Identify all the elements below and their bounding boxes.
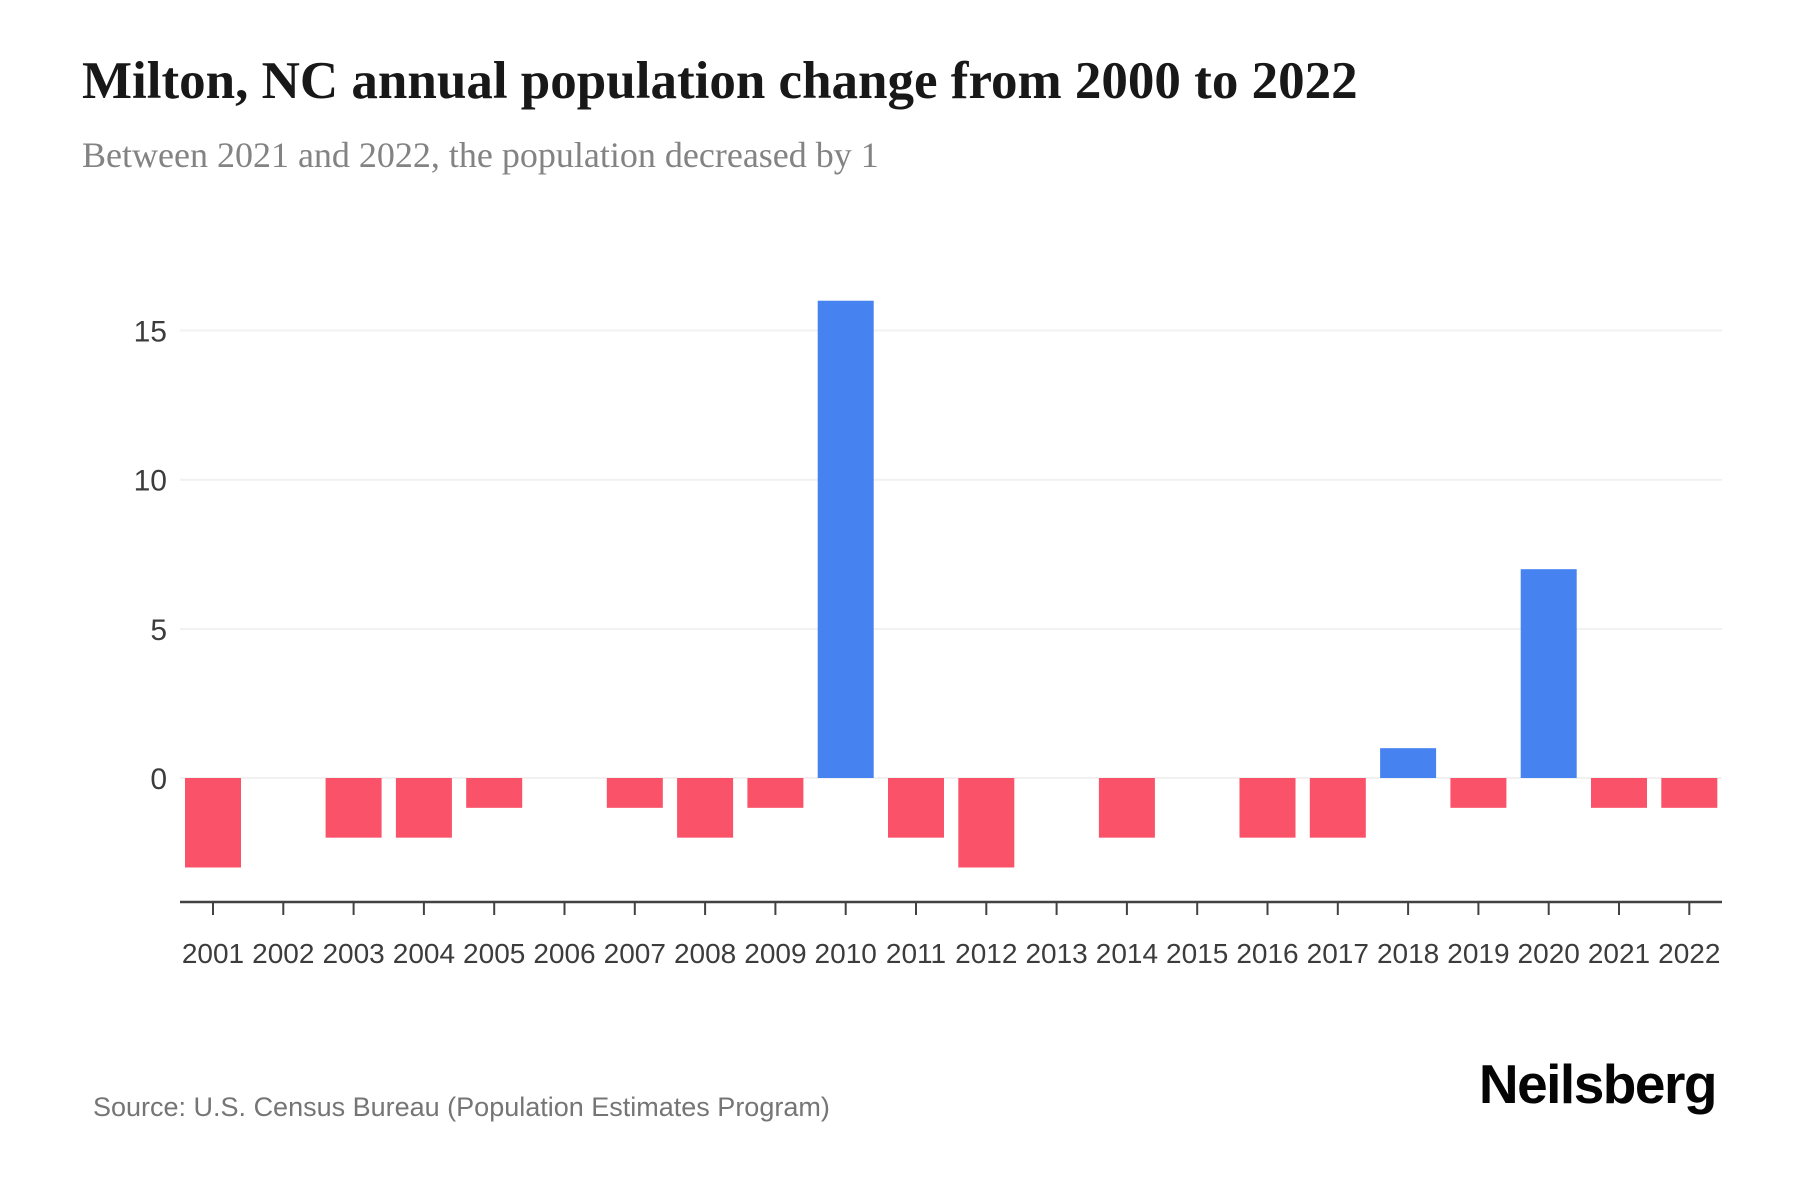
x-axis-label-2002: 2002 — [252, 938, 314, 969]
bar-2011[interactable] — [888, 778, 944, 838]
x-axis-label-2021: 2021 — [1588, 938, 1650, 969]
x-axis-label-2010: 2010 — [815, 938, 877, 969]
bar-2005[interactable] — [466, 778, 523, 808]
x-axis-label-2018: 2018 — [1377, 938, 1439, 969]
y-axis-label-10: 10 — [134, 465, 167, 498]
bar-2007[interactable] — [606, 778, 663, 808]
x-axis-label-2015: 2015 — [1166, 938, 1228, 969]
bar-2012[interactable] — [958, 778, 1015, 868]
x-axis-label-2006: 2006 — [533, 938, 595, 969]
chart-title: Milton, NC annual population change from… — [82, 52, 1358, 110]
bar-2001[interactable] — [185, 778, 241, 868]
source-note: Source: U.S. Census Bureau (Population E… — [93, 1092, 830, 1122]
x-axis-label-2013: 2013 — [1025, 938, 1087, 969]
x-axis-label-2009: 2009 — [744, 938, 806, 969]
bar-2010[interactable] — [817, 300, 874, 778]
x-axis-label-2007: 2007 — [604, 938, 666, 969]
x-axis-label-2011: 2011 — [886, 938, 946, 969]
bar-2018[interactable] — [1380, 748, 1437, 778]
brand-logo[interactable]: Neilsberg — [1478, 1053, 1718, 1115]
y-axis-label-5: 5 — [150, 614, 167, 647]
bar-2003[interactable] — [325, 778, 382, 838]
x-axis-label-2016: 2016 — [1236, 938, 1298, 969]
x-axis-label-2014: 2014 — [1096, 938, 1158, 969]
x-axis-label-2017: 2017 — [1307, 938, 1369, 969]
bar-2014[interactable] — [1098, 778, 1155, 838]
x-axis-label-2004: 2004 — [393, 938, 455, 969]
y-axis-label-15: 15 — [134, 316, 167, 349]
bar-2022[interactable] — [1661, 778, 1718, 808]
bar-2008[interactable] — [677, 778, 734, 838]
x-axis-label-2020: 2020 — [1518, 938, 1580, 969]
chart-subtitle: Between 2021 and 2022, the population de… — [82, 135, 879, 175]
x-axis-label-2003: 2003 — [322, 938, 384, 969]
x-axis-label-2022: 2022 — [1658, 938, 1720, 969]
bar-2021[interactable] — [1591, 778, 1647, 808]
x-axis-label-2012: 2012 — [955, 938, 1017, 969]
bar-2009[interactable] — [747, 778, 804, 808]
x-axis-label-2001: 2001 — [182, 938, 244, 969]
x-axis-label-2008: 2008 — [674, 938, 736, 969]
x-axis-label-2019: 2019 — [1447, 938, 1509, 969]
x-axis-label-2005: 2005 — [463, 938, 525, 969]
bar-2016[interactable] — [1239, 778, 1296, 838]
bar-2017[interactable] — [1309, 778, 1366, 838]
y-axis-label-0: 0 — [150, 763, 167, 796]
bar-2004[interactable] — [395, 778, 452, 838]
bar-2019[interactable] — [1450, 778, 1507, 808]
bar-2020[interactable] — [1520, 569, 1577, 778]
